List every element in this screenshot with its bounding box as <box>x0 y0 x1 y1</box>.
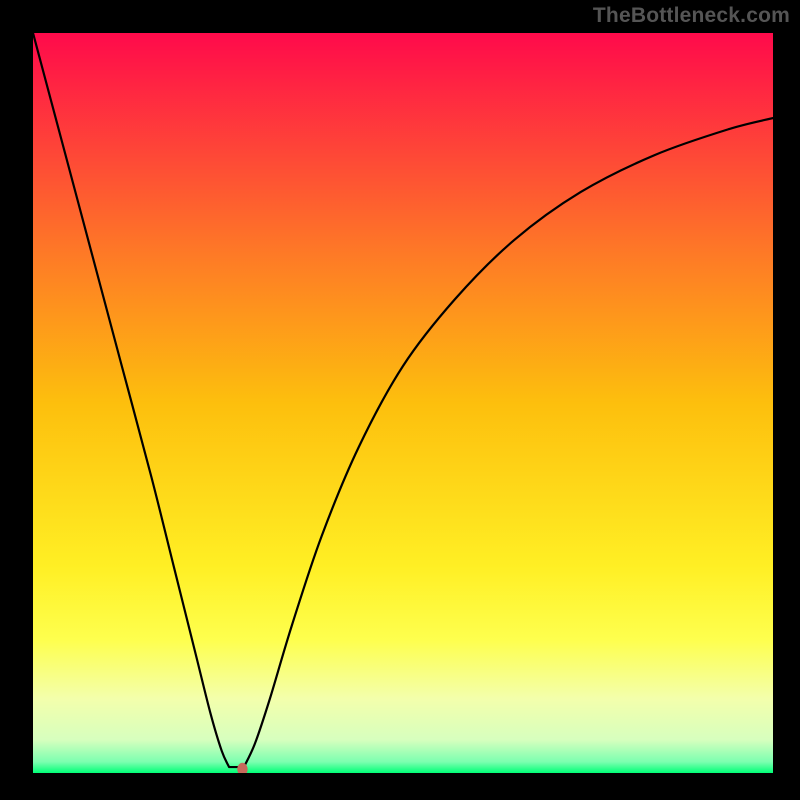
chart-root: { "watermark": { "text": "TheBottleneck.… <box>0 0 800 800</box>
chart-svg <box>33 33 773 773</box>
plot-area <box>33 33 773 773</box>
watermark-text: TheBottleneck.com <box>593 4 790 28</box>
chart-background <box>33 33 773 773</box>
